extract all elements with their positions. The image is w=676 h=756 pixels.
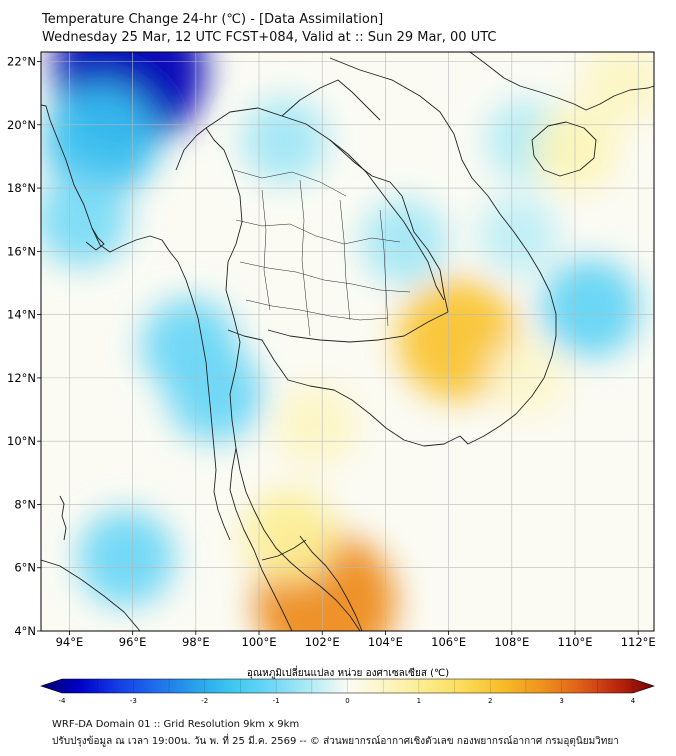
lat-tick-label: 20°N bbox=[7, 118, 36, 132]
colorbar-ticks: -4 -3 -2 -1 0 1 2 3 4 bbox=[59, 679, 636, 705]
andaman-islands bbox=[59, 495, 67, 541]
colorbar: -4 -3 -2 -1 0 1 2 3 4 bbox=[40, 678, 655, 705]
lon-tick-label: 112°E bbox=[621, 635, 656, 649]
colorbar-tick-label: -1 bbox=[273, 697, 280, 705]
field-warm-cambodia bbox=[397, 279, 519, 401]
lat-tick-label: 16°N bbox=[7, 244, 36, 258]
lat-tick-label: 6°N bbox=[14, 561, 36, 575]
border-thailand-cambodia bbox=[267, 311, 449, 343]
lat-tick-label: 14°N bbox=[7, 308, 36, 322]
border-laos-vietnam bbox=[329, 139, 445, 301]
field-cool-andaman-south bbox=[78, 510, 175, 607]
field-cool-laos-south bbox=[361, 199, 447, 285]
coast-malay-east bbox=[299, 535, 363, 631]
lat-tick-label: 4°N bbox=[14, 624, 36, 638]
footer-credit: ปรับปรุงข้อมูล ณ เวลา 19:00น. วัน พ. ที่… bbox=[52, 736, 619, 747]
gridlines bbox=[41, 52, 654, 631]
colorbar-tick-label: 0 bbox=[345, 697, 349, 705]
coast-china bbox=[469, 52, 654, 111]
field-cold-myanmar-northwest bbox=[44, 84, 158, 197]
field-warm-scs-north bbox=[581, 52, 654, 125]
colorbar-tick-label: -3 bbox=[130, 697, 137, 705]
border-laos-north bbox=[281, 79, 381, 121]
colorbar-tick-label: 4 bbox=[631, 697, 636, 705]
map-subtitle: Wednesday 25 Mar, 12 UTC FCST+084, Valid… bbox=[42, 30, 497, 45]
lon-tick-label: 94°E bbox=[56, 635, 84, 649]
lat-tick-label: 10°N bbox=[7, 434, 36, 448]
lon-tick-label: 98°E bbox=[182, 635, 210, 649]
colorbar-tick-label: 2 bbox=[488, 697, 492, 705]
colorbar-scale bbox=[40, 678, 655, 694]
latitude-axis: 22°N 20°N 18°N 16°N 14°N 12°N 10°N 8°N 6°N 4°N bbox=[7, 54, 41, 638]
coast-gulf-thailand-west bbox=[235, 447, 361, 631]
country-borders bbox=[41, 52, 654, 631]
field-cool-myanmar-west bbox=[41, 173, 129, 267]
lon-tick-label: 106°E bbox=[431, 635, 466, 649]
colorbar-tick-label: -2 bbox=[201, 697, 208, 705]
lon-tick-label: 110°E bbox=[558, 635, 593, 649]
field-cool-scs-east bbox=[541, 258, 641, 358]
colorbar-tick-label: 1 bbox=[417, 697, 421, 705]
border-myanmar-thailand bbox=[175, 127, 243, 449]
lat-tick-label: 18°N bbox=[7, 181, 36, 195]
colorbar-tick-label: -4 bbox=[59, 697, 67, 705]
lat-tick-label: 22°N bbox=[7, 54, 36, 68]
lat-tick-label: 8°N bbox=[14, 497, 36, 511]
temperature-field bbox=[41, 52, 654, 631]
field-cool-east-vietnam bbox=[478, 195, 558, 276]
border-thailand-malaysia bbox=[261, 539, 307, 561]
lon-tick-label: 102°E bbox=[305, 635, 340, 649]
sumatra-coast bbox=[41, 559, 141, 631]
coast-gulf-thailand-north bbox=[227, 329, 461, 447]
coast-myanmar bbox=[41, 104, 231, 541]
lon-tick-label: 100°E bbox=[242, 635, 277, 649]
coast-malay-west bbox=[229, 447, 293, 631]
map-title: Temperature Change 24-hr (℃) - [Data Ass… bbox=[42, 12, 384, 27]
colorbar-tick-label: 3 bbox=[559, 697, 563, 705]
border-thailand-laos bbox=[205, 107, 449, 313]
coast-vietnam bbox=[329, 57, 557, 445]
coast-hainan bbox=[531, 121, 597, 177]
province-lines bbox=[233, 169, 411, 337]
field-warm-gulf-thailand bbox=[274, 384, 357, 467]
field-cool-upper-laos bbox=[241, 98, 327, 183]
plot-area bbox=[41, 52, 654, 631]
coast-myanmar-delta bbox=[85, 227, 105, 251]
colorbar-label: อุณหภูมิเปลี่ยนแปลง หน่วย องศาเซลเซียส (… bbox=[247, 665, 449, 679]
field-cool-tenasserim bbox=[166, 345, 263, 442]
lon-tick-label: 104°E bbox=[368, 635, 403, 649]
lat-tick-label: 12°N bbox=[7, 371, 36, 385]
footer-model-info: WRF-DA Domain 01 :: Grid Resolution 9km … bbox=[52, 719, 300, 730]
longitude-axis: 94°E 96°E 98°E 100°E 102°E 104°E 106°E 108°E 110… bbox=[56, 631, 656, 649]
field-warm-malaysia-north bbox=[244, 489, 338, 583]
lon-tick-label: 108°E bbox=[494, 635, 529, 649]
lon-tick-label: 96°E bbox=[119, 635, 147, 649]
plot-frame bbox=[40, 51, 655, 632]
